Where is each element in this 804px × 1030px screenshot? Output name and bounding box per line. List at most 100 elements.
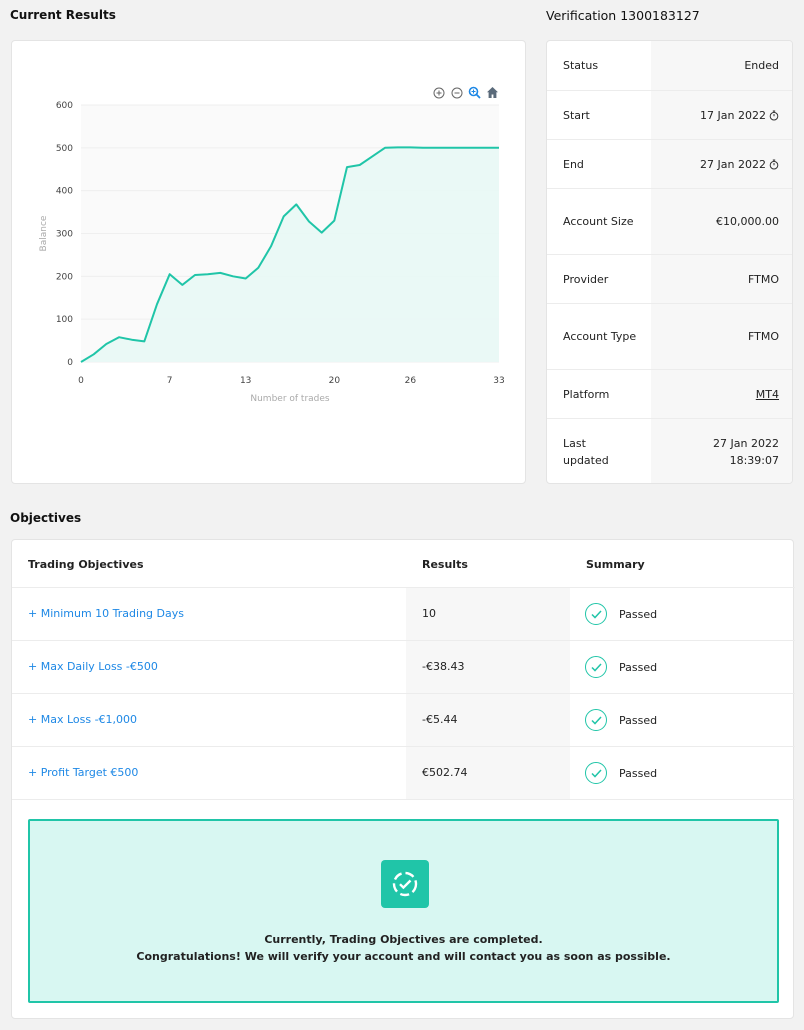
verification-row-account-type: Account Type FTMO	[547, 303, 792, 369]
balance-chart-card: 0 100 200 300 400 500 600 0 7 13 20 26 33 Number of t…	[11, 40, 526, 484]
verification-label: Last updated	[563, 437, 609, 467]
objective-name-link[interactable]: + Profit Target €500	[28, 766, 139, 779]
verification-title: Verification 1300183127	[546, 8, 700, 23]
check-circle-icon	[585, 762, 607, 784]
verification-label: End	[563, 157, 584, 171]
objectives-card: Trading Objectives Results Summary + Min…	[11, 539, 795, 1019]
verification-label: Account Type	[563, 330, 637, 343]
objective-status: Passed	[619, 607, 658, 621]
stopwatch-icon	[769, 110, 779, 121]
verification-value: MT4	[651, 370, 792, 418]
objective-summary: Passed	[585, 603, 657, 625]
completion-message: Currently, Trading Objectives are comple…	[30, 931, 777, 965]
objective-result: 10	[422, 607, 436, 620]
objective-row: + Minimum 10 Trading Days 10 Passed	[12, 588, 795, 641]
completion-banner: Currently, Trading Objectives are comple…	[28, 819, 779, 1003]
objective-name-link[interactable]: + Max Loss -€1,000	[28, 713, 138, 726]
last-updated-value: 27 Jan 2022 18:39:07	[713, 437, 779, 467]
objective-result-cell: -€5.44	[406, 694, 570, 746]
objective-row: + Max Loss -€1,000 -€5.44 Passed	[12, 694, 795, 747]
header-trading-objectives: Trading Objectives	[28, 558, 144, 571]
x-tick-label: 20	[329, 376, 341, 386]
x-tick-label: 26	[405, 376, 417, 386]
completion-line-1: Currently, Trading Objectives are comple…	[264, 933, 543, 946]
start-value: 17 Jan 2022	[700, 108, 766, 122]
objective-summary: Passed	[585, 656, 657, 678]
verification-card: Status Ended Start 17 Jan 2022 End 27 Ja…	[546, 40, 793, 484]
objective-result: €502.74	[422, 766, 468, 779]
verification-row-platform: Platform MT4	[547, 369, 792, 418]
x-tick-label: 7	[167, 376, 173, 386]
y-tick-label: 400	[56, 187, 73, 197]
current-results-title: Current Results	[10, 8, 116, 22]
y-tick-label: 300	[56, 230, 73, 240]
verification-value: 27 Jan 2022	[651, 140, 792, 188]
y-tick-label: 0	[67, 358, 73, 368]
objective-result: -€5.44	[422, 713, 458, 726]
objectives-title: Objectives	[10, 511, 82, 525]
objective-status: Passed	[619, 766, 658, 780]
objective-name-link[interactable]: + Max Daily Loss -€500	[28, 660, 158, 673]
balance-line	[80, 146, 499, 363]
objective-row: + Max Daily Loss -€500 -€38.43 Passed	[12, 641, 795, 694]
verification-value: 17 Jan 2022	[651, 91, 792, 139]
check-circle-icon	[585, 656, 607, 678]
objective-result-cell: 10	[406, 588, 570, 640]
platform-link[interactable]: MT4	[755, 387, 779, 401]
verification-row-start: Start 17 Jan 2022	[547, 90, 792, 139]
header-summary: Summary	[586, 558, 645, 571]
balance-chart: 0 100 200 300 400 500 600 0 7 13 20 26 33 Number of t…	[39, 101, 505, 404]
stopwatch-icon	[769, 159, 779, 170]
balance-area	[81, 147, 499, 362]
y-tick-label: 100	[56, 315, 73, 325]
verification-row-account-size: Account Size €10,000.00	[547, 188, 792, 254]
verification-value: FTMO	[651, 304, 792, 369]
verification-row-status: Status Ended	[547, 41, 792, 90]
y-axis-label: Balance	[39, 215, 49, 251]
objective-result-cell: €502.74	[406, 747, 570, 799]
verification-value: 27 Jan 2022 18:39:07	[651, 419, 792, 483]
zoom-out-icon[interactable]	[450, 86, 463, 99]
account-type-value: FTMO	[747, 330, 779, 343]
status-value: Ended	[744, 59, 779, 72]
completion-line-2: Congratulations! We will verify your acc…	[136, 950, 671, 963]
objective-summary: Passed	[585, 762, 657, 784]
check-circle-icon	[585, 603, 607, 625]
objective-result-cell: -€38.43	[406, 641, 570, 693]
x-tick-label: 13	[240, 376, 251, 386]
verification-label: Provider	[563, 272, 609, 286]
verification-value: Ended	[651, 41, 792, 90]
zoom-in-icon[interactable]	[432, 86, 445, 99]
y-tick-label: 200	[56, 272, 73, 282]
completed-check-icon	[381, 860, 429, 908]
end-value: 27 Jan 2022	[700, 157, 766, 171]
x-tick-label: 0	[78, 376, 84, 386]
verification-label: Start	[563, 108, 590, 122]
verification-value: €10,000.00	[651, 189, 792, 254]
x-axis-label: Number of trades	[250, 394, 330, 404]
objectives-header: Trading Objectives Results Summary	[12, 540, 795, 588]
verification-label: Account Size	[563, 215, 634, 228]
x-tick-label: 33	[493, 376, 504, 386]
y-tick-label: 600	[56, 101, 73, 111]
verification-row-last-updated: Last updated 27 Jan 2022 18:39:07	[547, 418, 792, 483]
zoom-select-icon[interactable]	[468, 86, 481, 99]
verification-row-end: End 27 Jan 2022	[547, 139, 792, 188]
account-size-value: €10,000.00	[716, 215, 779, 228]
objective-status: Passed	[619, 660, 658, 674]
objective-result: -€38.43	[422, 660, 465, 673]
chart-toolbar	[432, 86, 499, 99]
objective-summary: Passed	[585, 709, 657, 731]
objective-status: Passed	[619, 713, 658, 727]
objective-name-link[interactable]: + Minimum 10 Trading Days	[28, 607, 184, 620]
check-circle-icon	[585, 709, 607, 731]
objective-row: + Profit Target €500 €502.74 Passed	[12, 747, 795, 800]
verification-row-provider: Provider FTMO	[547, 254, 792, 303]
header-results: Results	[422, 558, 468, 571]
y-tick-label: 500	[56, 144, 73, 154]
home-icon[interactable]	[486, 86, 499, 99]
verification-value: FTMO	[651, 255, 792, 303]
verification-label: Status	[563, 59, 599, 72]
verification-label: Platform	[563, 387, 610, 401]
provider-value: FTMO	[747, 272, 779, 286]
